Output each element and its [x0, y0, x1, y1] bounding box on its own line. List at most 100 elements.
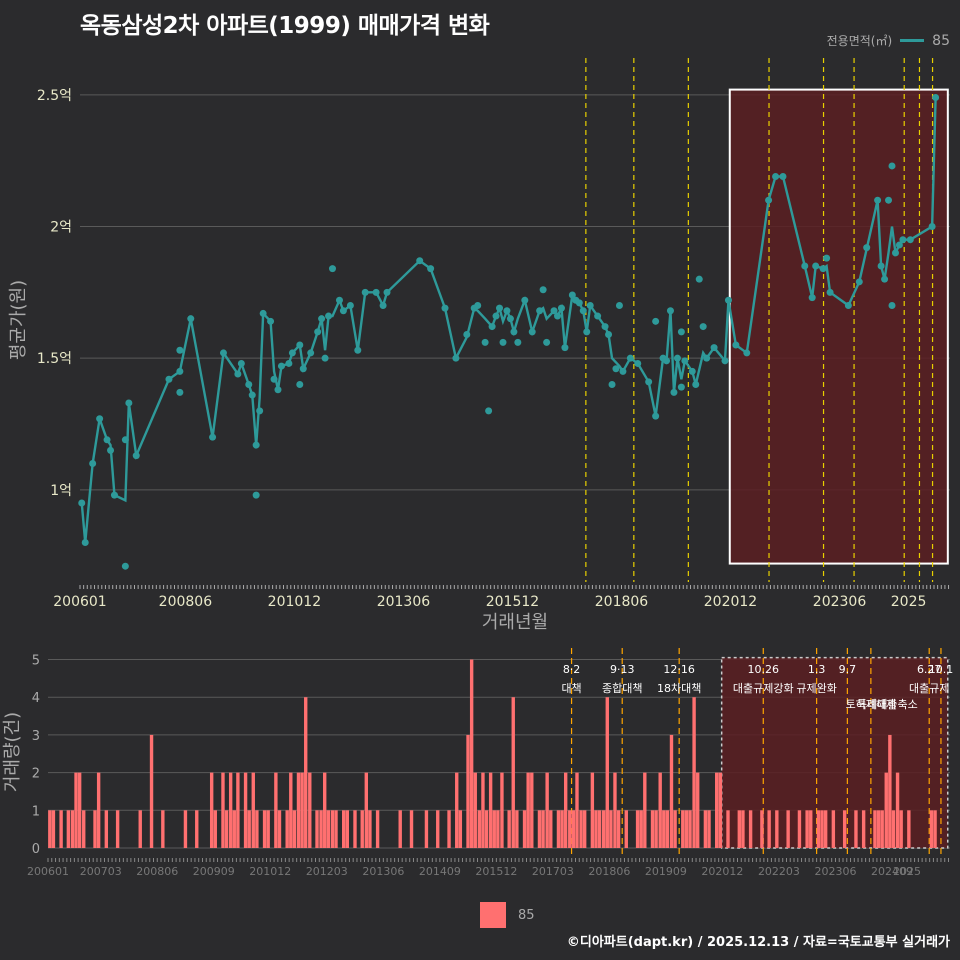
volume-bar — [255, 810, 259, 848]
volume-bar — [568, 810, 572, 848]
price-point — [652, 412, 660, 420]
volume-bar — [537, 810, 542, 848]
price-point — [499, 338, 507, 346]
volume-bar — [541, 810, 545, 848]
policy-name-label: 특례대출축소 — [857, 698, 918, 711]
price-point — [463, 330, 471, 338]
policy-name-label: 토허제해제 — [846, 697, 897, 711]
price-point — [121, 436, 129, 444]
price-point — [270, 375, 278, 383]
y-tick-label: 3 — [32, 729, 40, 744]
volume-bar — [563, 772, 568, 848]
volume-bar — [51, 810, 56, 848]
volume-bar — [718, 772, 723, 848]
price-point — [288, 349, 296, 357]
price-point — [765, 196, 773, 204]
price-point — [441, 304, 449, 312]
price-point — [296, 381, 304, 389]
volume-bar — [511, 697, 515, 848]
price-point — [906, 236, 914, 244]
volume-bar — [424, 810, 429, 848]
volume-bar — [466, 734, 470, 848]
volume-bar — [888, 734, 892, 848]
price-point — [772, 172, 780, 180]
volume-bar — [823, 810, 828, 848]
x-tick-label: 201012 — [268, 594, 321, 610]
price-chart: 1억 1.5억 2억 2.5억 200601 200806 201012 201306 2015… — [8, 58, 950, 633]
volume-bar — [458, 810, 463, 848]
price-point — [510, 328, 518, 336]
volume-bar — [767, 810, 771, 848]
volume-bar — [292, 810, 297, 848]
volume-bar — [96, 772, 101, 848]
volume-bar — [74, 772, 78, 848]
price-point — [557, 304, 565, 312]
volume-bar — [345, 810, 350, 848]
x-tick-label: 200601 — [53, 594, 106, 610]
price-point — [881, 275, 889, 283]
volume-bar — [232, 810, 236, 848]
price-point — [743, 349, 751, 357]
footer-credit: ©디아파트(dapt.kr) / 2025.12.13 / 자료=국토교통부 실… — [566, 935, 950, 950]
price-point — [928, 223, 936, 231]
volume-bar — [488, 772, 493, 848]
price-point — [692, 381, 700, 389]
price-point — [299, 365, 307, 373]
volume-bar — [243, 772, 248, 848]
price-point — [543, 338, 551, 346]
y-axis-title: 평균가(원) — [8, 280, 29, 360]
price-point — [416, 257, 424, 265]
y-tick-label: 2.5억 — [37, 88, 72, 104]
volume-bar — [277, 810, 282, 848]
volume-bar — [669, 734, 674, 848]
volume-bar — [899, 810, 903, 848]
price-point — [328, 265, 336, 273]
volume-bar — [831, 810, 836, 848]
chart-title: 옥동삼성2차 아파트(1999) 매매가격 변화 — [80, 13, 490, 39]
policy-name-label: 대출규제 — [909, 682, 949, 695]
price-point — [372, 288, 380, 296]
legend-series-label: 85 — [932, 32, 950, 49]
x-tick-label: 201306 — [377, 594, 431, 610]
volume-bar — [247, 810, 251, 848]
volume-bar — [507, 810, 511, 848]
policy-date-label: 8·2 — [563, 663, 581, 676]
price-point — [110, 491, 118, 499]
price-point — [361, 288, 369, 296]
price-point — [427, 265, 435, 273]
volume-chart: 0 1 2 3 4 5 8·2 대책 9·13 종합대책 12·16 18차대책 10.26 대출규제강화… — [2, 648, 953, 878]
volume-bar — [775, 810, 779, 848]
volume-bar — [594, 810, 598, 848]
volume-bar — [315, 810, 319, 848]
x-tick-label: 201512 — [475, 865, 517, 878]
volume-bar — [692, 697, 696, 848]
volume-bar — [797, 810, 802, 848]
y-tick-label: 2억 — [50, 220, 72, 236]
x-tick-label: 201409 — [419, 865, 461, 878]
volume-bar — [104, 810, 109, 848]
x-tick-label: 202012 — [701, 865, 743, 878]
x-tick-label: 201512 — [486, 594, 539, 610]
volume-bar — [236, 772, 240, 848]
policy-name-label: 종합대책 — [602, 682, 642, 695]
volume-bar — [82, 810, 86, 848]
y-tick-label: 1.5억 — [37, 351, 72, 367]
price-point — [379, 302, 387, 310]
price-point — [354, 346, 362, 354]
price-point — [528, 328, 536, 336]
volume-bar — [854, 810, 858, 848]
price-point — [187, 315, 195, 323]
price-point — [732, 341, 740, 349]
volume-bar — [673, 810, 677, 848]
legend-top: 전용면적(㎡) 85 — [827, 32, 950, 49]
x-tick-label: 2025 — [893, 865, 921, 878]
price-point — [339, 307, 347, 315]
volume-bar — [66, 810, 71, 848]
legend-bar-swatch — [480, 902, 506, 928]
x-tick-label: 201909 — [645, 865, 687, 878]
volume-bar — [635, 810, 640, 848]
volume-bar — [251, 772, 255, 848]
volume-bar — [77, 772, 82, 848]
price-point — [888, 302, 896, 310]
volume-bar — [880, 810, 884, 848]
